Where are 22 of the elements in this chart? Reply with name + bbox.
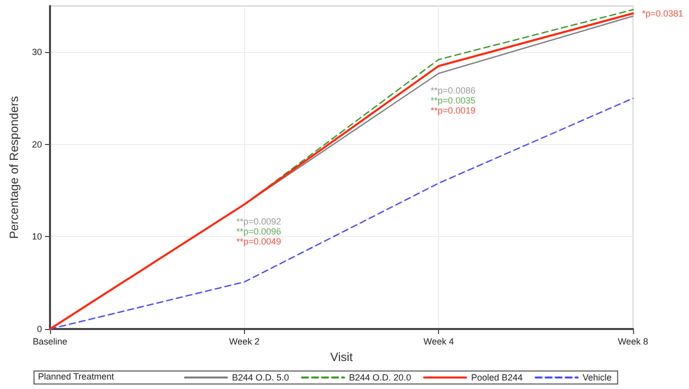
x-tick-label: Baseline: [32, 336, 68, 346]
annotation: **p=0.0019: [430, 105, 476, 116]
y-tick-label: 0: [36, 324, 42, 334]
annotation: **p=0.0092: [236, 216, 282, 226]
y-tick-label: 30: [32, 47, 42, 58]
annotation: *p=0.0381: [642, 8, 684, 18]
annotation: **p=0.0035: [430, 95, 476, 106]
x-axis-title: Visit: [330, 350, 354, 364]
y-axis-title: Percentage of Responders: [7, 96, 21, 239]
y-tick-label: 10: [32, 232, 42, 242]
y-tick-label: 20: [32, 139, 42, 150]
annotation: **p=0.0096: [236, 226, 282, 236]
legend-label: B244 O.D. 20.0: [349, 372, 412, 382]
legend-label: Pooled B244: [471, 372, 523, 382]
x-tick-label: Week 4: [423, 336, 454, 346]
annotation: **p=0.0086: [430, 85, 476, 96]
legend-title: Planned Treatment: [38, 372, 115, 382]
x-tick-label: Week 2: [229, 336, 260, 346]
legend-label: B244 O.D. 5.0: [232, 372, 290, 382]
legend-label: Vehicle: [582, 372, 612, 382]
annotation: **p=0.0049: [236, 236, 282, 246]
x-tick-label: Week 8: [618, 336, 648, 346]
